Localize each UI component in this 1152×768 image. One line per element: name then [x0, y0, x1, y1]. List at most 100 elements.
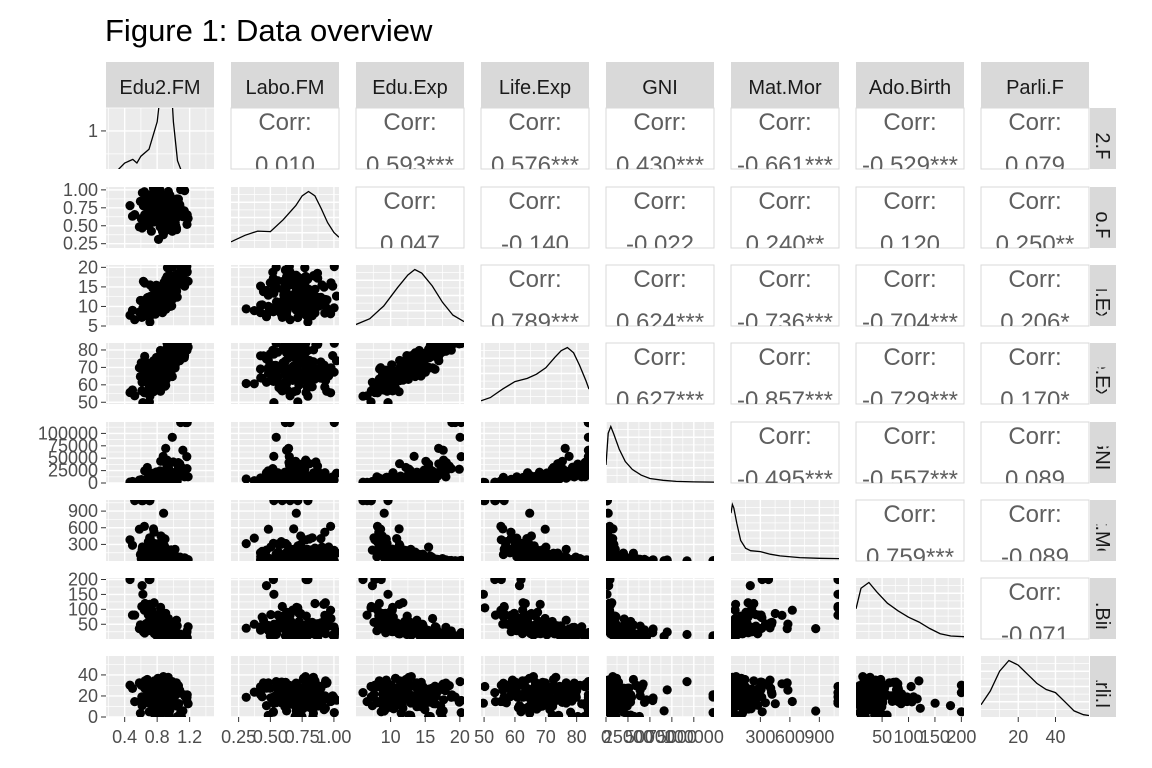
scatter-point: [424, 697, 434, 707]
scatter-point: [638, 679, 648, 689]
column-strip-label: Ado.Birth: [869, 77, 951, 99]
scatter-point: [538, 699, 549, 709]
scatter-point: [138, 398, 148, 404]
scatter-point: [456, 452, 464, 462]
scatter-point: [370, 535, 380, 545]
scatter-point: [130, 210, 140, 220]
scatter-point: [372, 388, 383, 398]
scatter-point: [513, 549, 524, 559]
scatter-point: [383, 589, 393, 599]
corr-panel-bg: [355, 186, 465, 249]
corr-label: Corr:: [758, 266, 811, 293]
scatter-point: [249, 379, 259, 389]
scatter-point: [326, 605, 336, 615]
scatter-point: [481, 681, 490, 692]
corr-label: Corr:: [883, 501, 936, 528]
scatter-point: [606, 623, 614, 633]
panel-Parli.F-Mat.Mor: [731, 656, 839, 718]
corr-panel-bg: [480, 264, 590, 327]
corr-label: Corr:: [883, 423, 936, 450]
scatter-point: [396, 699, 406, 709]
scatter-point: [606, 549, 614, 559]
scatter-point: [438, 556, 448, 561]
scatter-point: [300, 265, 310, 273]
scatter-point: [396, 627, 406, 638]
column-strip: [731, 62, 839, 108]
scatter-point: [553, 459, 563, 469]
scatter-point: [273, 276, 283, 286]
scatter-point: [525, 547, 535, 557]
scatter-point: [524, 684, 534, 694]
scatter-point: [739, 623, 749, 633]
scatter-point: [152, 610, 162, 620]
scatter-point: [607, 539, 617, 549]
scatter-point: [498, 619, 508, 629]
scatter-point: [388, 602, 398, 613]
scatter-point: [263, 363, 273, 373]
scatter-point: [396, 555, 406, 561]
corr-label: Corr:: [1008, 501, 1061, 528]
scatter-point: [525, 475, 535, 483]
scatter-point: [280, 686, 290, 696]
scatter-point: [273, 539, 283, 549]
scatter-point: [135, 549, 145, 560]
panel-Edu.Exp-Edu.Exp: [356, 265, 464, 326]
scatter-point: [747, 602, 757, 613]
scatter-point: [329, 622, 339, 632]
corr-value: -0.529***: [862, 152, 958, 179]
scatter-point: [662, 685, 672, 695]
scatter-point: [731, 626, 737, 636]
scatter-point: [297, 711, 307, 717]
scatter-point: [556, 468, 566, 478]
scatter-point: [410, 547, 420, 557]
scatter-point: [438, 457, 448, 467]
scatter-point: [167, 197, 177, 207]
scatter-point: [285, 422, 295, 428]
scatter-point: [455, 629, 464, 639]
scatter-point: [682, 556, 692, 561]
scatter-point: [420, 705, 430, 715]
row-strip: [1090, 578, 1116, 639]
scatter-point: [425, 711, 435, 717]
corr-label: Corr:: [633, 266, 686, 293]
scatter-point: [168, 343, 178, 350]
scatter-point: [606, 589, 612, 599]
scatter-point: [139, 388, 149, 398]
scatter-point: [165, 296, 175, 306]
column-strip-label: Parli.F: [1006, 77, 1064, 99]
scatter-point: [734, 683, 744, 693]
scatter-point: [410, 475, 420, 483]
scatter-point: [161, 274, 171, 284]
scatter-point: [145, 291, 155, 302]
scatter-point: [156, 602, 166, 613]
panel-Edu2.FM-GNI: Corr: 0.430***: [605, 107, 715, 170]
scatter-point: [167, 432, 177, 442]
scatter-point: [582, 464, 589, 474]
scatter-point: [167, 691, 177, 701]
scatter-point: [326, 696, 336, 707]
corr-label: Corr:: [883, 266, 936, 293]
corr-panel-bg: [230, 107, 340, 170]
column-strip: [856, 62, 964, 108]
scatter-point: [311, 343, 321, 350]
scatter-point: [320, 373, 330, 383]
scatter-point: [396, 545, 406, 555]
scatter-point: [496, 578, 506, 585]
scatter-point: [438, 706, 448, 716]
scatter-point: [402, 611, 412, 621]
scatter-point: [316, 534, 326, 544]
scatter-point: [525, 708, 535, 717]
scatter-point: [606, 500, 612, 506]
corr-label: Corr:: [258, 109, 311, 136]
corr-value: 0.789***: [491, 309, 579, 336]
scatter-point: [833, 610, 839, 620]
scatter-point: [305, 703, 316, 713]
panel-GNI-Edu2.FM: [106, 422, 214, 484]
corr-label: Corr:: [758, 344, 811, 371]
scatter-point: [153, 549, 163, 559]
corr-value: 0.206*: [1000, 309, 1069, 336]
row-strip-label: do.Birt: [1091, 580, 1113, 638]
corr-panel-bg: [855, 107, 965, 170]
scatter-point: [261, 285, 271, 296]
